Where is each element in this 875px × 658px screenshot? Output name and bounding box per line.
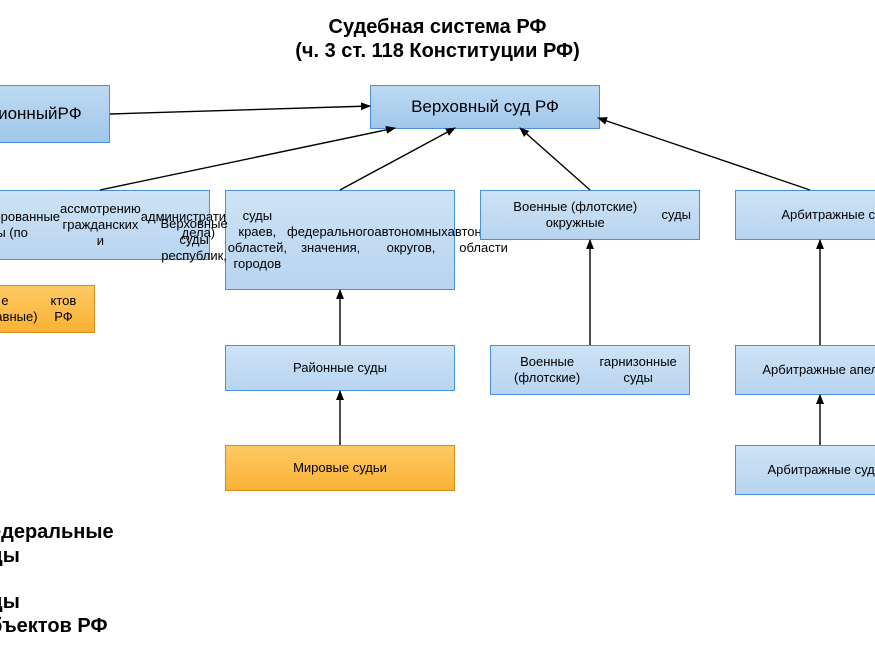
arrow-topregional_top-to-supreme_b [340, 128, 455, 190]
arrow-arbitration_top-to-supreme_r [598, 118, 810, 190]
node-military_gar: Военные (флотские)гарнизонные суды [490, 345, 690, 395]
diagram-title-line2: (ч. 3 ст. 118 Конституции РФ) [0, 40, 875, 63]
node-supreme: Верховный суд РФ [370, 85, 600, 129]
node-arb_appeal: Арбитражные апелсуды [735, 345, 875, 395]
diagram-title-line1: Судебная система РФ [0, 16, 875, 39]
node-charter: е (уставные)ктов РФ [0, 285, 95, 333]
arrow-const_court_right-to-supreme_left_region [110, 106, 370, 114]
node-arb_subj: Арбитражные судыРФ [735, 445, 875, 495]
node-district: Районные суды [225, 345, 455, 391]
node-magistrate: Мировые судьи [225, 445, 455, 491]
legend-subject: дыбъектов РФ [0, 590, 108, 638]
arrow-military_dist_top-to-supreme_br [520, 128, 590, 190]
legend-federal: едеральныеды [0, 520, 114, 568]
node-const_court: ционныйРФ [0, 85, 110, 143]
arrow-specialized_top-to-supreme_bl [100, 128, 395, 190]
node-topregional: Верховные суды республик,суды краев, обл… [225, 190, 455, 290]
node-military_dist: Военные (флотские) окружныесуды [480, 190, 700, 240]
node-arbitration: Арбитражные суд [735, 190, 875, 240]
